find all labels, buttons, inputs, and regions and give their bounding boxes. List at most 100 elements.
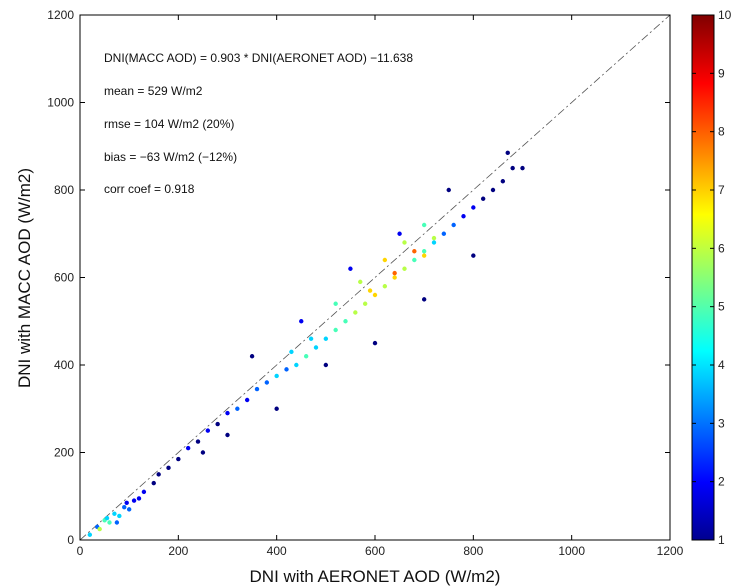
x-tick-label: 200	[168, 544, 188, 558]
data-point	[249, 354, 255, 359]
data-point	[333, 327, 338, 333]
reference-line	[80, 15, 670, 540]
data-point	[353, 310, 358, 315]
stat-annotation: mean = 529 W/m2	[104, 84, 203, 98]
x-axis: 0 200 400 600 800 1000 1200	[77, 15, 684, 558]
data-point	[333, 301, 338, 306]
y-axis-label: DNI with MACC AOD (W/m2)	[15, 168, 34, 388]
data-point	[122, 504, 127, 510]
data-point	[126, 507, 132, 512]
data-point	[284, 367, 289, 372]
data-point	[367, 288, 373, 293]
x-tick-label: 400	[267, 544, 287, 558]
data-point	[299, 319, 304, 324]
data-point	[104, 515, 110, 521]
data-point	[392, 270, 397, 276]
data-point	[131, 498, 137, 503]
y-tick-label: 600	[54, 271, 74, 285]
data-point	[294, 362, 299, 368]
data-point	[412, 249, 417, 254]
data-point	[520, 165, 525, 171]
colorbar-tick-label: 4	[718, 358, 725, 372]
x-tick-label: 600	[365, 544, 385, 558]
y-tick-label: 800	[54, 183, 74, 197]
data-point	[372, 340, 378, 346]
data-point	[382, 284, 388, 289]
data-point	[112, 511, 117, 516]
points-layer	[87, 150, 525, 537]
data-point	[225, 432, 230, 438]
stat-annotation: rmse = 104 W/m2 (20%)	[104, 117, 234, 131]
x-tick-label: 800	[463, 544, 483, 558]
data-point	[289, 349, 294, 355]
data-point	[471, 253, 476, 258]
data-point	[451, 222, 456, 228]
data-point	[274, 406, 279, 411]
data-point	[195, 439, 201, 444]
colorbar-tick-label: 8	[718, 125, 725, 139]
stat-annotation: corr coef = 0.918	[104, 182, 195, 196]
colorbar-ticks: 1 2 3 4 5 6 7 8 9 10	[692, 8, 732, 547]
data-point	[235, 406, 240, 411]
data-point	[372, 292, 378, 298]
colorbar-tick-label: 6	[718, 241, 725, 255]
data-point	[97, 526, 102, 532]
data-point	[124, 500, 129, 506]
data-point	[446, 187, 451, 193]
data-point	[382, 257, 388, 263]
data-point	[200, 450, 206, 455]
data-point	[215, 421, 220, 427]
data-point	[471, 205, 476, 210]
data-point	[264, 380, 270, 385]
colorbar-tick-label: 9	[718, 66, 725, 80]
y-tick-label: 1000	[47, 96, 74, 110]
reference-line-layer	[80, 15, 670, 540]
data-point	[490, 187, 496, 193]
data-point	[397, 231, 402, 236]
x-axis-label: DNI with AERONET AOD (W/m2)	[250, 567, 501, 586]
data-point	[431, 240, 437, 245]
data-point	[313, 345, 319, 350]
data-point	[480, 196, 486, 201]
data-point	[402, 240, 407, 245]
data-point	[431, 235, 437, 241]
data-point	[141, 489, 147, 495]
data-point	[362, 301, 368, 306]
data-point	[274, 373, 279, 379]
x-tick-label: 0	[77, 544, 84, 558]
colorbar-tick-label: 5	[718, 300, 725, 314]
data-point	[505, 150, 510, 156]
colorbar-tick-label: 3	[718, 416, 725, 430]
data-point	[156, 472, 161, 477]
annotations: DNI(MACC AOD) = 0.903 * DNI(AERONET AOD)…	[104, 51, 413, 196]
data-point	[151, 480, 156, 486]
x-tick-label: 1200	[657, 544, 684, 558]
data-point	[343, 319, 348, 324]
data-point	[421, 249, 427, 254]
data-point	[254, 386, 260, 392]
data-point	[500, 179, 506, 184]
data-point	[441, 231, 447, 236]
data-point	[510, 165, 515, 171]
colorbar	[691, 14, 715, 541]
data-point	[323, 362, 329, 368]
data-point	[323, 336, 329, 341]
y-tick-label: 0	[67, 533, 74, 547]
data-point	[205, 428, 211, 433]
data-point	[348, 266, 353, 271]
data-point	[87, 532, 93, 537]
data-point	[136, 496, 142, 501]
colorbar-tick-label: 10	[718, 8, 732, 22]
y-tick-label: 200	[54, 446, 74, 460]
data-point	[461, 214, 466, 219]
data-point	[185, 445, 191, 451]
data-point	[358, 279, 363, 285]
stat-annotation: bias = −63 W/m2 (−12%)	[104, 150, 237, 164]
data-point	[392, 275, 397, 280]
data-point	[421, 297, 427, 302]
data-point	[107, 520, 112, 525]
data-point	[421, 253, 427, 258]
data-point	[303, 354, 309, 359]
data-point	[225, 410, 230, 416]
